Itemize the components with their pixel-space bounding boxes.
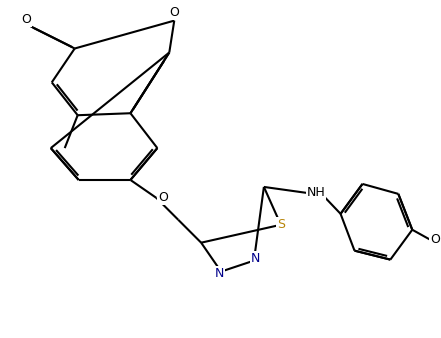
Text: N: N — [214, 267, 224, 280]
Text: O: O — [430, 233, 440, 246]
Text: N: N — [251, 252, 261, 265]
Text: O: O — [21, 13, 31, 26]
Text: S: S — [277, 218, 285, 231]
Text: O: O — [158, 191, 168, 204]
Text: O: O — [169, 6, 179, 19]
Text: NH: NH — [306, 186, 325, 199]
